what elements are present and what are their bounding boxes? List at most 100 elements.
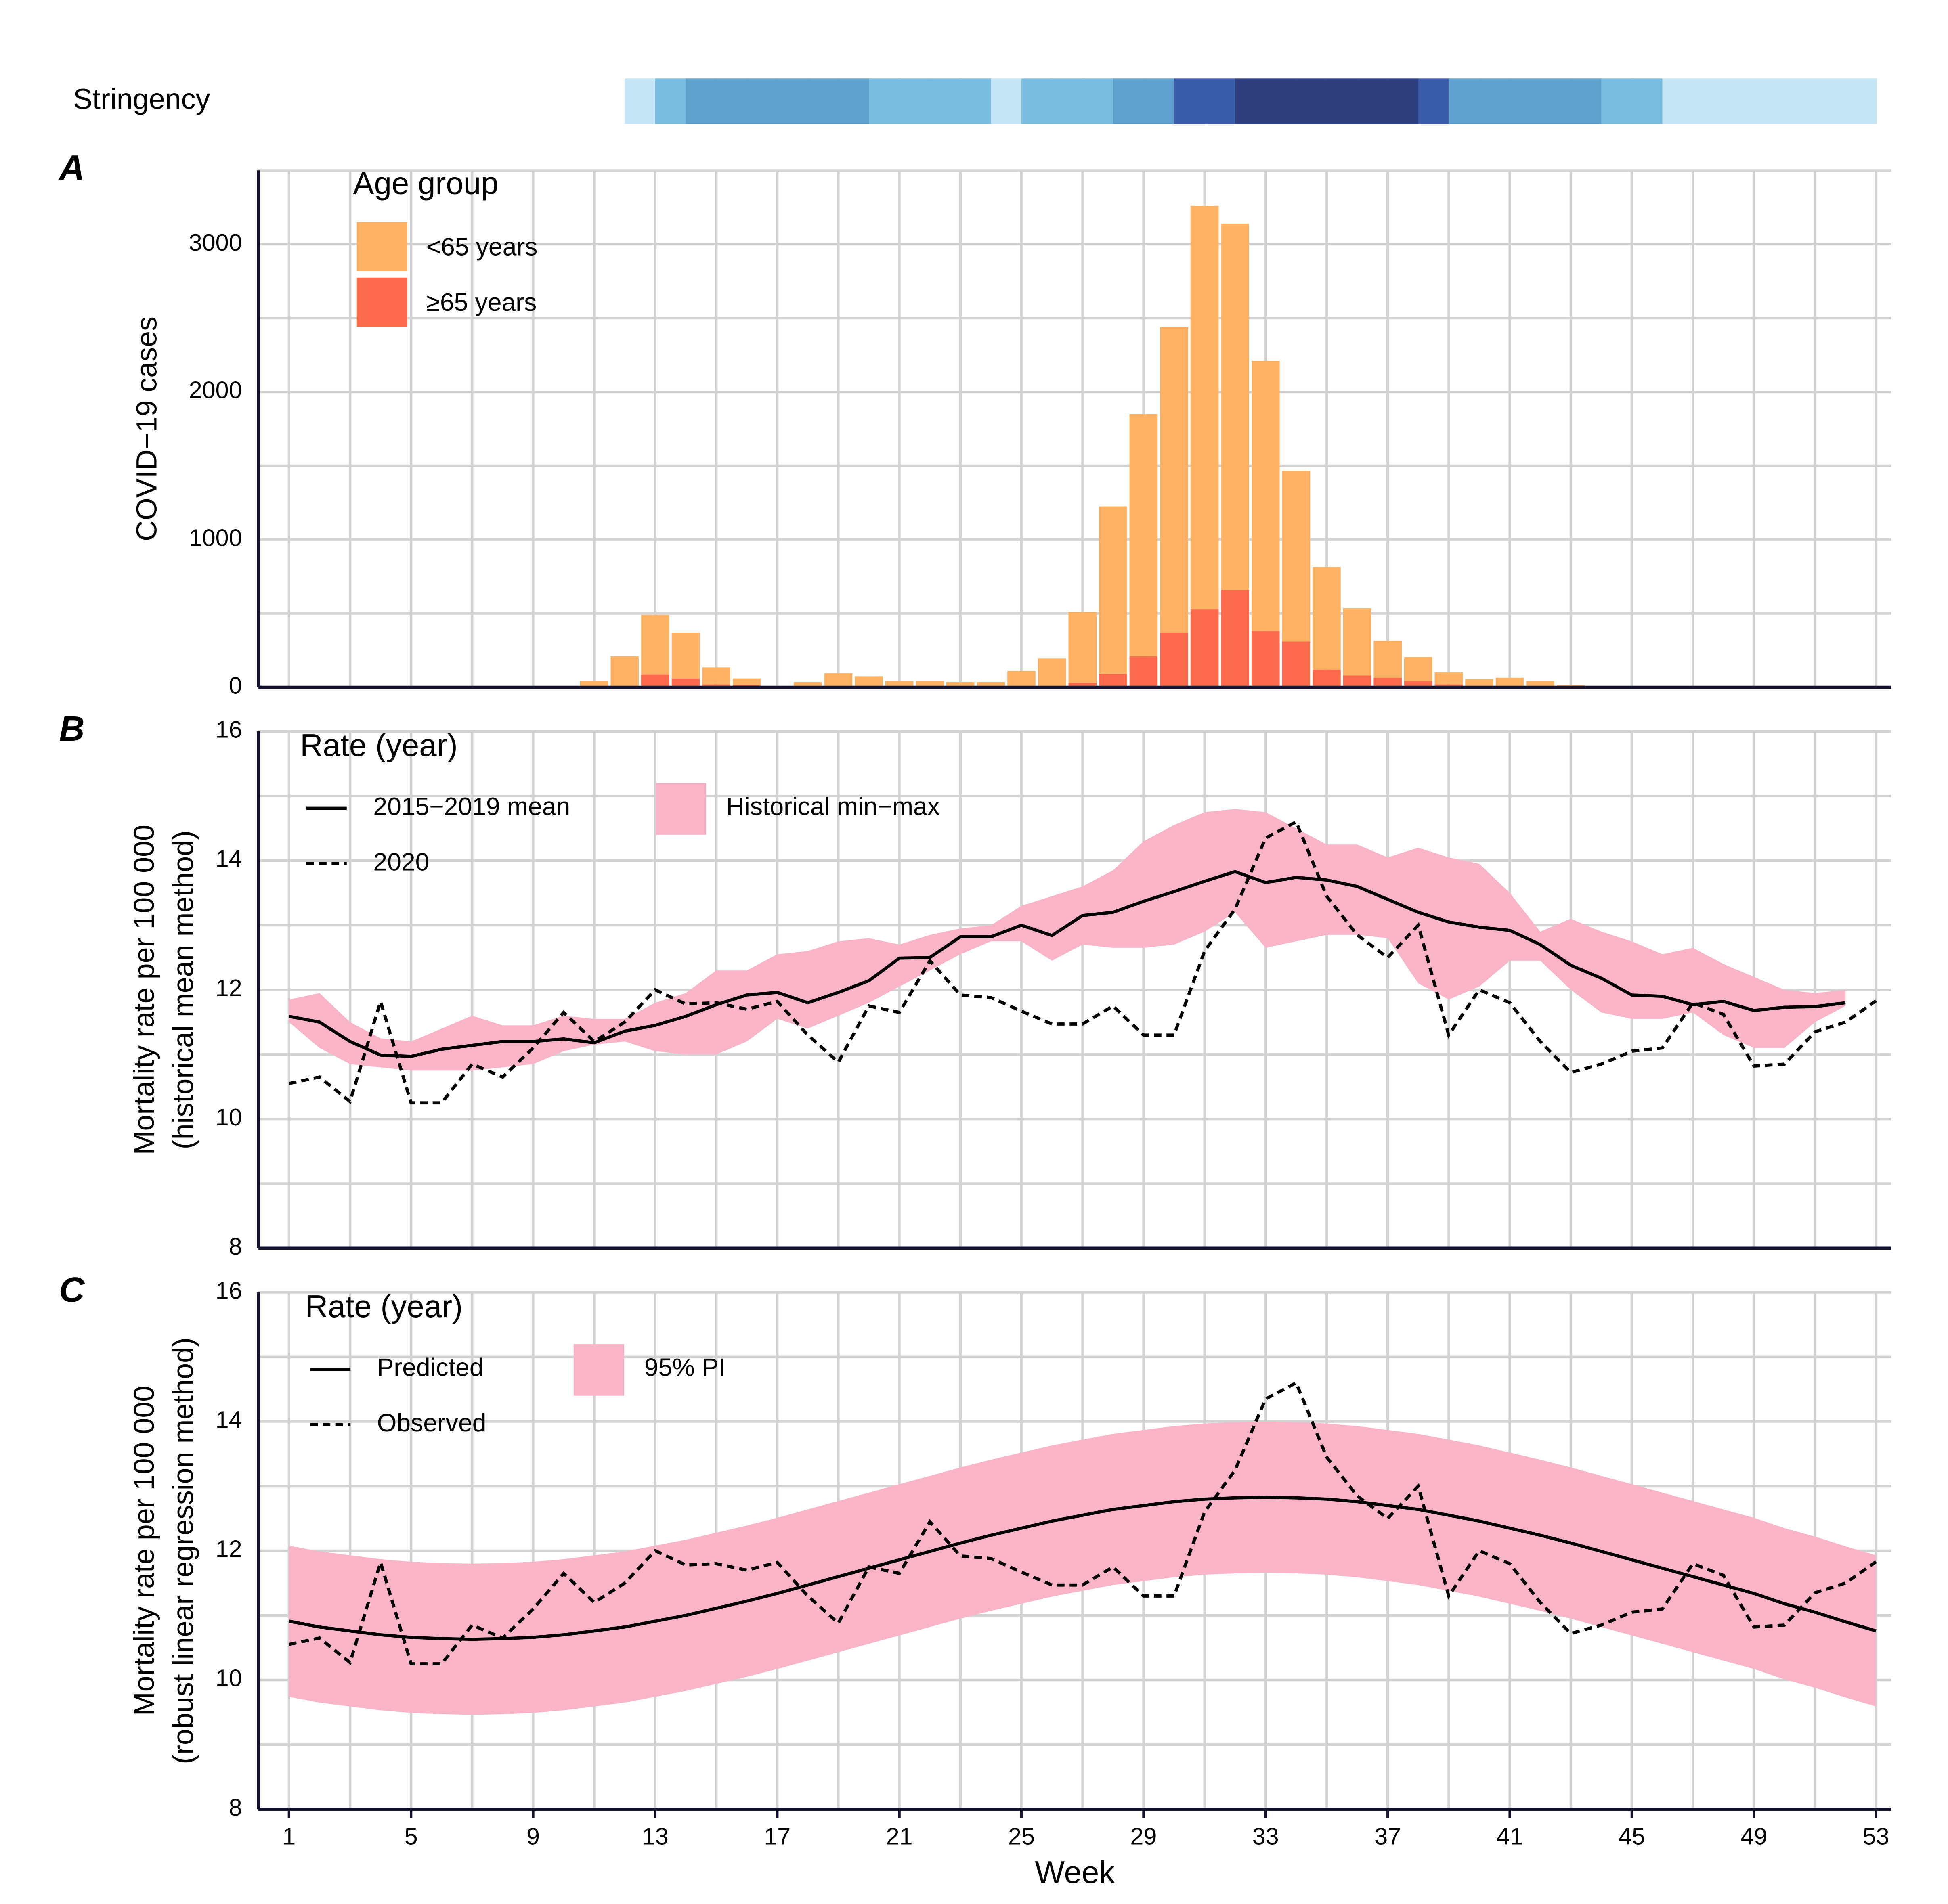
bar bbox=[702, 667, 730, 685]
bar bbox=[1434, 672, 1463, 685]
legend-swatch bbox=[573, 1344, 624, 1396]
stringency-cell bbox=[930, 78, 961, 124]
strip-label: Stringency bbox=[73, 83, 210, 115]
line bbox=[289, 1496, 1877, 1641]
bar bbox=[1190, 206, 1219, 609]
y-axis-label: COVID−19 cases bbox=[130, 316, 163, 541]
stringency-cell bbox=[1174, 78, 1206, 124]
bar bbox=[1282, 641, 1311, 687]
x-tick-label: 53 bbox=[1863, 1823, 1889, 1850]
legend-label: 2020 bbox=[373, 848, 429, 876]
x-tick-label: 45 bbox=[1619, 1823, 1645, 1850]
stringency-cell bbox=[1754, 78, 1785, 124]
line bbox=[289, 870, 1846, 1058]
legend-title: Rate (year) bbox=[300, 727, 457, 763]
bar bbox=[1373, 677, 1402, 687]
bar bbox=[1007, 671, 1036, 687]
x-tick-label: 1 bbox=[282, 1823, 296, 1850]
legend-title: Rate (year) bbox=[305, 1288, 463, 1324]
bar bbox=[1495, 677, 1524, 687]
stringency-cell bbox=[838, 78, 870, 124]
x-tick-label: 21 bbox=[886, 1823, 913, 1850]
x-tick-label: 29 bbox=[1130, 1823, 1157, 1850]
y-tick-label: 0 bbox=[229, 672, 242, 699]
legend-label: Predicted bbox=[377, 1353, 484, 1382]
panel-label: B bbox=[59, 709, 84, 748]
line bbox=[288, 819, 1877, 1105]
x-axis-label: Week bbox=[1035, 1854, 1115, 1890]
bar bbox=[1313, 567, 1341, 670]
bar bbox=[671, 633, 700, 679]
bar bbox=[1099, 506, 1127, 674]
bar bbox=[1160, 633, 1188, 687]
legend-label: Observed bbox=[377, 1409, 486, 1437]
y-tick-label: 1000 bbox=[189, 524, 242, 551]
bar bbox=[1252, 361, 1280, 631]
legend-swatch bbox=[356, 222, 407, 272]
bar bbox=[1373, 641, 1402, 678]
stringency-cell bbox=[807, 78, 839, 124]
x-tick-label: 9 bbox=[526, 1823, 540, 1850]
y-axis-label: Mortality rate per 100 000 bbox=[128, 1386, 160, 1716]
bar bbox=[610, 656, 639, 686]
bar bbox=[641, 674, 669, 687]
stringency-cell bbox=[960, 78, 992, 124]
y-tick-label: 16 bbox=[216, 1277, 242, 1304]
stringency-cell bbox=[1631, 78, 1663, 124]
legend-swatch bbox=[356, 277, 407, 327]
stringency-cell bbox=[655, 78, 687, 124]
panel-label: C bbox=[59, 1270, 85, 1309]
stringency-cell bbox=[1693, 78, 1724, 124]
y-tick-label: 16 bbox=[216, 716, 242, 743]
x-tick-label: 25 bbox=[1008, 1823, 1035, 1850]
band bbox=[289, 809, 1846, 1071]
stringency-cell bbox=[1113, 78, 1144, 124]
y-tick-label: 14 bbox=[216, 1406, 242, 1433]
x-tick-label: 17 bbox=[764, 1823, 791, 1850]
stringency-cell bbox=[1784, 78, 1816, 124]
bar bbox=[1038, 658, 1066, 687]
legend-label: 95% PI bbox=[644, 1353, 726, 1382]
panel-label: A bbox=[58, 148, 84, 187]
stringency-cell bbox=[1571, 78, 1602, 124]
stringency-cell bbox=[1845, 78, 1877, 124]
stringency-cell bbox=[869, 78, 900, 124]
bar bbox=[1068, 612, 1097, 683]
stringency-cell bbox=[625, 78, 656, 124]
stringency-cell bbox=[1662, 78, 1694, 124]
bar bbox=[732, 678, 761, 685]
bar bbox=[641, 615, 669, 675]
stringency-cell bbox=[1601, 78, 1633, 124]
bar bbox=[1313, 669, 1341, 687]
bar bbox=[1343, 675, 1371, 687]
stringency-cell bbox=[1326, 78, 1358, 124]
stringency-cell bbox=[686, 78, 717, 124]
bar bbox=[1129, 414, 1158, 656]
y-tick-label: 14 bbox=[216, 845, 242, 872]
y-axis-label: (historical mean method) bbox=[167, 830, 199, 1149]
stringency-cell bbox=[1510, 78, 1541, 124]
bar bbox=[1404, 657, 1432, 682]
stringency-cell bbox=[1204, 78, 1236, 124]
y-tick-label: 8 bbox=[229, 1233, 242, 1260]
x-tick-label: 41 bbox=[1497, 1823, 1523, 1850]
bar bbox=[1343, 608, 1371, 676]
stringency-cell bbox=[716, 78, 748, 124]
y-tick-label: 12 bbox=[216, 974, 242, 1001]
y-tick-label: 3000 bbox=[189, 229, 242, 256]
legend-title: Age group bbox=[353, 165, 498, 201]
y-axis-label: (robust linear regression method) bbox=[167, 1337, 199, 1764]
stringency-cell bbox=[1265, 78, 1297, 124]
bar bbox=[1068, 683, 1097, 687]
y-tick-label: 2000 bbox=[189, 377, 242, 404]
bar bbox=[1221, 223, 1249, 590]
stringency-cell bbox=[1021, 78, 1053, 124]
bar bbox=[1190, 609, 1219, 687]
bar bbox=[671, 678, 700, 687]
bar bbox=[1252, 631, 1280, 687]
legend-label: ≥65 years bbox=[426, 288, 537, 316]
bar bbox=[1465, 679, 1493, 687]
legend-swatch bbox=[655, 783, 706, 835]
y-axis-label: Mortality rate per 100 000 bbox=[128, 825, 160, 1155]
